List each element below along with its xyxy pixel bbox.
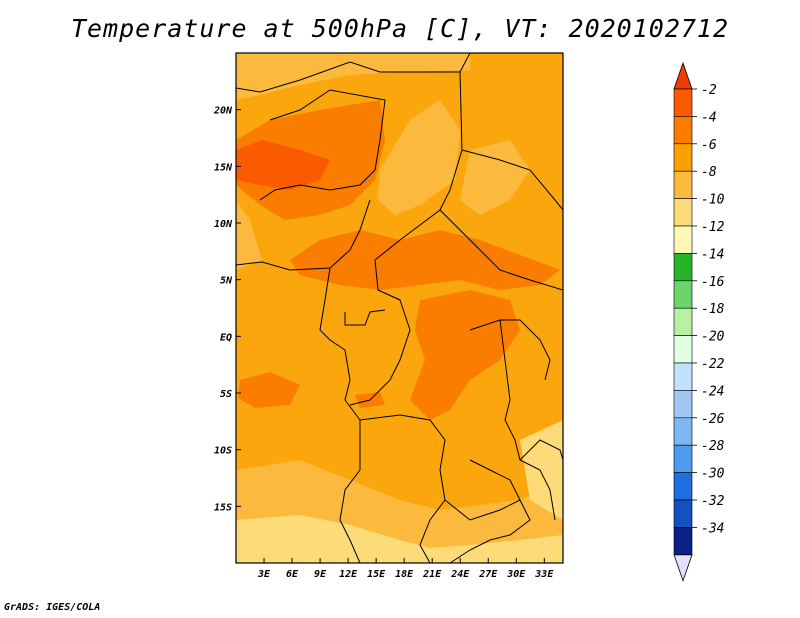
colorbar-label: -6: [701, 138, 717, 153]
lat-tick-label: EQ: [220, 332, 232, 343]
colorbar-swatch: [673, 362, 693, 391]
lon-tick-label: 33E: [534, 569, 554, 580]
border-line: [359, 414, 521, 521]
colorbar-swatch: [673, 472, 693, 501]
lon-tick-label: 12E: [339, 569, 358, 580]
border-line: [419, 499, 446, 563]
colorbar-label: -30: [701, 467, 725, 482]
lon-tick-label: 24E: [450, 569, 470, 580]
colorbar-swatch: [673, 307, 693, 336]
field-band-light-north: [236, 53, 470, 100]
colorbar-label: -28: [701, 439, 725, 454]
colorbar-label: -12: [701, 220, 725, 235]
lat-tick-label: 15N: [214, 162, 233, 173]
lon-tick-label: 18E: [395, 569, 414, 580]
colorbar-label: -26: [701, 412, 725, 427]
lon-tick-label: 6E: [286, 569, 299, 580]
lon-tick-label: 9E: [314, 569, 327, 580]
lat-tick-label: 20N: [213, 106, 233, 117]
colorbar-label: -14: [701, 247, 724, 262]
border-line: [259, 89, 386, 201]
colorbar-swatch: [673, 527, 693, 556]
colorbar-label: -20: [701, 330, 725, 345]
border-line: [519, 439, 563, 461]
lon-tick-label: 21E: [422, 569, 442, 580]
country-borders: [236, 53, 563, 563]
colorbar-label: -16: [701, 275, 725, 290]
colorbar-swatch: [673, 116, 693, 145]
field-warm-core: [236, 140, 330, 190]
colorbar-swatch: [673, 280, 693, 309]
lat-tick-label: 10N: [214, 219, 233, 230]
chart-title: Temperature at 500hPa [C], VT: 202010271…: [70, 14, 730, 43]
colorbar-label: -34: [701, 521, 724, 536]
colorbar-label: -4: [701, 110, 717, 125]
lat-tick-label: 10S: [214, 446, 232, 457]
map-frame: [235, 52, 564, 564]
border-line: [499, 319, 556, 521]
field-band-paler-south: [236, 515, 563, 563]
colorbar-top-arrow: [673, 61, 693, 90]
colorbar-swatch: [673, 390, 693, 419]
colorbar-label: -32: [701, 494, 725, 509]
colorbar-swatch: [673, 198, 693, 227]
colorbar-label: -24: [701, 384, 724, 399]
colorbar-swatch: [673, 417, 693, 446]
border-line: [319, 267, 351, 401]
colorbar-label: -2: [701, 83, 717, 98]
border-line: [439, 209, 563, 291]
border-line: [349, 289, 411, 406]
colorbar-swatch: [673, 225, 693, 254]
field-band-light-east: [460, 140, 530, 215]
border-line: [344, 309, 386, 326]
temperature-field: [236, 53, 563, 563]
lat-tick-label: 5N: [220, 276, 233, 287]
colorbar-label: -10: [701, 193, 725, 208]
colorbar: -2 -4 -6 -8 -10 -12 -14 -16 -18 -20 -22 -24 -26 -28 -3…: [673, 61, 725, 583]
colorbar-bottom-arrow: [673, 554, 693, 583]
field-band-light-west-coast: [236, 200, 262, 270]
colorbar-label: -22: [701, 357, 725, 372]
field-warm-coast: [238, 372, 300, 408]
lon-tick-label: 27E: [478, 569, 498, 580]
field-band-light-central-north: [378, 100, 460, 215]
lon-tick-label: 15E: [367, 569, 386, 580]
longitude-axis: 3E 6E 9E 12E 15E 18E 21E 24E 27E 30E 33E: [257, 558, 554, 580]
colorbar-swatch: [673, 253, 693, 282]
border-line: [449, 459, 531, 563]
colorbar-label: -18: [701, 302, 725, 317]
colorbar-swatch: [673, 170, 693, 199]
field-band-light-southeast: [520, 420, 563, 520]
latitude-axis: 20N 15N 10N 5N EQ 5S 10S 15S: [213, 106, 241, 513]
border-line: [461, 149, 563, 211]
lat-tick-label: 5S: [220, 389, 232, 400]
border-line: [469, 319, 551, 381]
lat-tick-label: 15S: [214, 502, 232, 513]
colorbar-swatch: [673, 143, 693, 172]
border-line: [374, 71, 463, 301]
colorbar-label: -8: [701, 165, 717, 180]
colorbar-swatch: [673, 335, 693, 364]
grads-credit: GrADS: IGES/COLA: [4, 602, 101, 613]
colorbar-swatch: [673, 88, 693, 117]
lon-tick-label: 30E: [506, 569, 526, 580]
colorbar-swatch: [673, 499, 693, 528]
lon-tick-label: 3E: [257, 569, 271, 580]
colorbar-swatch: [673, 444, 693, 473]
field-warm-central: [290, 230, 560, 290]
